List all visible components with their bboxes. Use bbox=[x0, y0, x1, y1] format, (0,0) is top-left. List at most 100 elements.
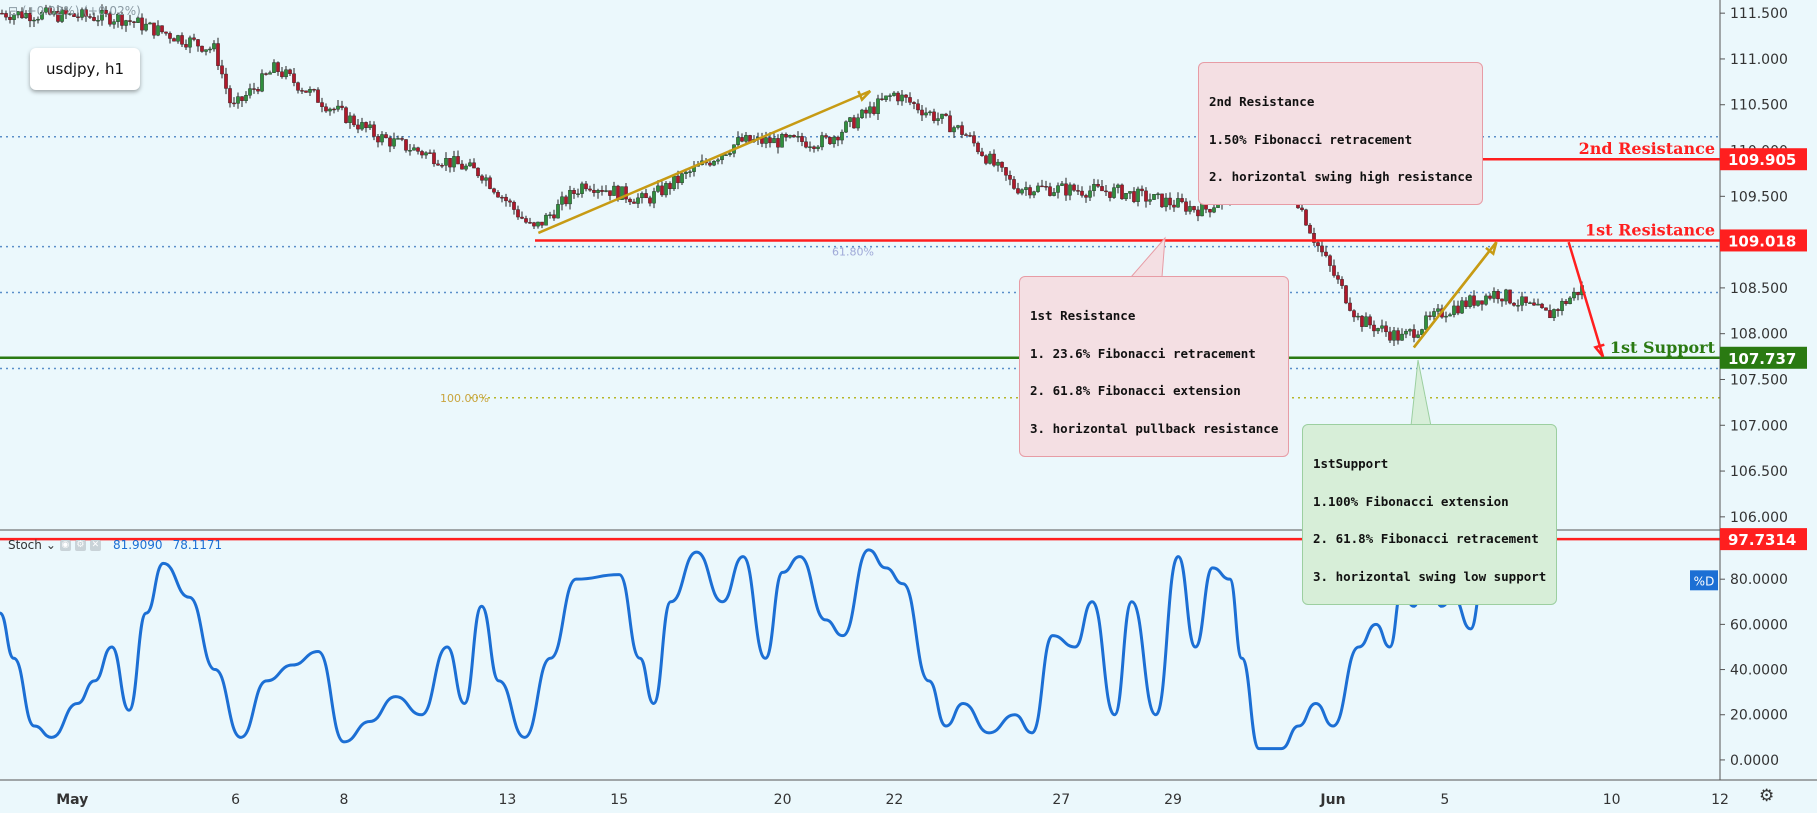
candle-body bbox=[576, 193, 580, 195]
candle-body bbox=[276, 62, 280, 72]
candle-body bbox=[152, 22, 156, 36]
candle-body bbox=[1004, 167, 1008, 176]
pullback-arrow-head bbox=[1485, 241, 1498, 256]
candle-body bbox=[820, 135, 824, 148]
candle-body bbox=[1480, 300, 1484, 305]
candle-body bbox=[188, 37, 192, 48]
candle-body bbox=[904, 94, 908, 98]
collapse-icon[interactable]: ⊟ bbox=[8, 4, 19, 18]
candle-body bbox=[900, 94, 904, 102]
resistance2-tag: 109.905 bbox=[1728, 151, 1796, 169]
candle-body bbox=[712, 161, 716, 166]
candle-body bbox=[396, 138, 400, 140]
time-label: 20 bbox=[774, 792, 792, 808]
candle-body bbox=[92, 17, 96, 21]
candle-body bbox=[1192, 206, 1196, 211]
candle-body bbox=[960, 125, 964, 135]
candle-body bbox=[1348, 302, 1352, 311]
candle-body bbox=[1308, 224, 1312, 234]
candle-body bbox=[424, 152, 428, 156]
stoch-name[interactable]: Stoch bbox=[8, 538, 42, 552]
candle-body bbox=[1180, 198, 1184, 203]
annotation-line: 1.100% Fibonacci extension bbox=[1313, 493, 1509, 509]
settings-gear-icon[interactable]: ⚙ bbox=[1759, 786, 1775, 806]
candle-body bbox=[740, 137, 744, 142]
candle-body bbox=[940, 113, 944, 119]
candle-body bbox=[916, 103, 920, 111]
axis-background bbox=[1720, 0, 1817, 813]
candle-body bbox=[1448, 314, 1452, 317]
close-icon[interactable]: ✕ bbox=[89, 539, 101, 551]
candle-body bbox=[652, 191, 656, 204]
stoch-tick-label: 0.0000 bbox=[1730, 753, 1779, 769]
candle-body bbox=[520, 216, 524, 219]
candle-body bbox=[1076, 190, 1080, 192]
candle-body bbox=[116, 13, 120, 22]
annotation-line: 2. 61.8% Fibonacci retracement bbox=[1313, 531, 1539, 546]
candle-body bbox=[668, 183, 672, 190]
candle-body bbox=[1504, 289, 1508, 302]
candle-body bbox=[192, 37, 196, 40]
candle-body bbox=[1208, 209, 1212, 213]
candle-body bbox=[428, 152, 432, 154]
symbol-label[interactable]: usdjpy, h1 bbox=[30, 48, 140, 90]
candle-body bbox=[604, 190, 608, 192]
candle-body bbox=[304, 90, 308, 93]
time-label: 6 bbox=[231, 792, 240, 808]
candle-body bbox=[1456, 305, 1460, 314]
candle-body bbox=[380, 134, 384, 143]
candle-body bbox=[736, 137, 740, 145]
candle-body bbox=[1356, 315, 1360, 318]
pullback-arrow-reverse bbox=[1412, 241, 1498, 349]
candle-body bbox=[292, 73, 296, 83]
price-pane[interactable]: 100.00% 61.80% 2nd Resistance 1st Resistanc… bbox=[0, 4, 1720, 427]
candle-body bbox=[852, 117, 856, 129]
candle-body bbox=[180, 35, 184, 45]
candle-body bbox=[1048, 186, 1052, 196]
candle-body bbox=[896, 92, 900, 102]
candle-body bbox=[708, 162, 712, 166]
candle-body bbox=[1388, 331, 1392, 341]
price-tick-label: 108.000 bbox=[1730, 327, 1788, 343]
candle-body bbox=[1304, 209, 1308, 226]
candle-body bbox=[1040, 185, 1044, 188]
candle-body bbox=[1508, 289, 1512, 304]
eye-icon[interactable]: ◉ bbox=[59, 539, 71, 551]
candle-body bbox=[1472, 295, 1476, 306]
candle-body bbox=[1384, 325, 1388, 333]
candle-body bbox=[588, 188, 592, 191]
candle-body bbox=[1560, 300, 1564, 311]
candle-body bbox=[1576, 291, 1580, 296]
candle-body bbox=[1144, 190, 1148, 202]
candle-body bbox=[1488, 295, 1492, 299]
candle-body bbox=[1380, 325, 1384, 329]
time-axis[interactable]: May 6 8 13 15 20 22 27 29 Jun 5 10 12 bbox=[0, 779, 1817, 808]
time-label: 8 bbox=[340, 792, 349, 808]
candle-body bbox=[572, 190, 576, 195]
candle-body bbox=[100, 9, 104, 21]
chevron-down-icon[interactable]: ⌄ bbox=[45, 538, 56, 552]
gear-icon[interactable]: ⚙ bbox=[74, 539, 86, 551]
candle-body bbox=[508, 200, 512, 203]
candle-body bbox=[1548, 310, 1552, 319]
candle-body bbox=[448, 158, 452, 168]
candle-body bbox=[1408, 329, 1412, 332]
price-axis[interactable]: 111.500111.000110.500110.000109.500109.0… bbox=[1719, 0, 1817, 813]
candle-body bbox=[1412, 329, 1416, 338]
candle-body bbox=[1060, 183, 1064, 186]
candle-body bbox=[176, 35, 180, 42]
candle-body bbox=[32, 19, 36, 22]
candle-body bbox=[984, 155, 988, 164]
candle-body bbox=[376, 136, 380, 143]
candle-body bbox=[928, 111, 932, 114]
candle-body bbox=[168, 33, 172, 39]
candle-body bbox=[860, 109, 864, 118]
annotation-line: 1.50% Fibonacci retracement bbox=[1209, 131, 1413, 147]
candle-body bbox=[132, 21, 136, 23]
candle-body bbox=[1188, 206, 1192, 212]
candle-body bbox=[300, 90, 304, 92]
resistance2-tag-bg bbox=[1720, 148, 1807, 171]
candle-body bbox=[1148, 199, 1152, 202]
candle-body bbox=[1464, 300, 1468, 307]
